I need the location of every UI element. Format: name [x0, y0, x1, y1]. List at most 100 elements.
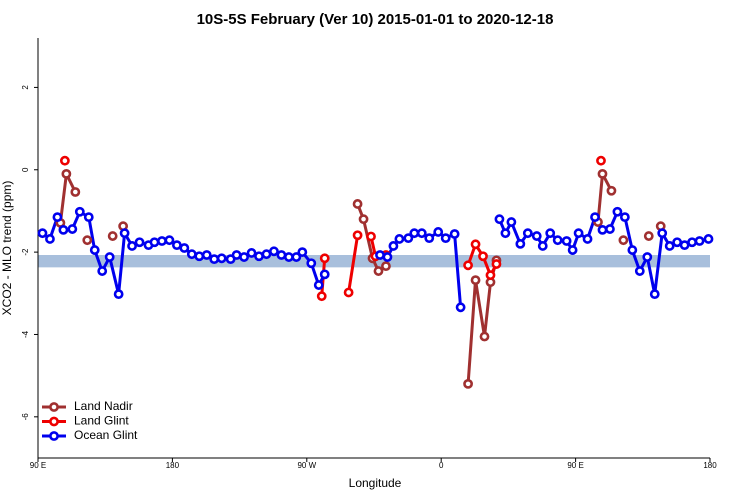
data-point	[618, 235, 629, 246]
data-point	[352, 230, 363, 241]
data-point	[567, 245, 578, 255]
x-tick-label: 90 E	[567, 461, 583, 470]
data-point	[239, 252, 249, 262]
legend-label: Land Glint	[74, 414, 129, 428]
data-point	[643, 231, 654, 241]
x-tick-label: 90 E	[30, 461, 46, 470]
x-tick-label: 90 W	[297, 461, 316, 470]
data-point	[373, 266, 384, 276]
data-point	[606, 185, 617, 196]
series-line	[322, 161, 601, 297]
data-point	[388, 241, 399, 251]
data-point	[694, 236, 705, 246]
data-point	[531, 231, 542, 241]
data-point	[416, 228, 427, 239]
data-point	[573, 228, 584, 239]
data-point	[449, 229, 460, 239]
data-point	[381, 261, 391, 272]
data-point	[89, 245, 100, 255]
data-point	[61, 168, 72, 179]
data-point	[506, 217, 517, 227]
data-point	[672, 237, 683, 248]
data-point	[440, 233, 451, 244]
x-tick-label: 0	[439, 461, 444, 470]
data-point	[409, 228, 420, 239]
y-axis-label: XCO2 - MLO trend (ppm)	[0, 181, 14, 316]
data-point	[470, 275, 481, 286]
data-point	[433, 227, 444, 237]
data-point	[37, 228, 48, 239]
data-point	[45, 234, 55, 244]
data-point	[316, 291, 327, 302]
legend-label: Land Nadir	[74, 399, 133, 413]
data-point	[194, 251, 205, 262]
data-point	[269, 246, 279, 257]
data-point	[649, 289, 660, 300]
data-point	[612, 206, 623, 217]
data-point	[500, 228, 511, 239]
data-point	[537, 241, 548, 251]
x-tick-label: 180	[166, 461, 180, 470]
data-point	[254, 251, 264, 262]
data-point	[149, 237, 160, 248]
data-point	[59, 155, 70, 166]
data-point	[491, 259, 502, 269]
legend-marker	[49, 402, 59, 412]
data-point	[382, 252, 393, 262]
x-axis-label: Longitude	[349, 476, 402, 490]
data-point	[522, 228, 533, 239]
data-point	[597, 168, 608, 179]
data-point	[552, 235, 563, 246]
data-point	[171, 240, 182, 251]
data-point	[67, 224, 78, 234]
data-point	[463, 378, 473, 389]
data-point	[605, 224, 615, 234]
data-point	[545, 228, 556, 239]
data-point	[313, 280, 324, 290]
data-point	[157, 236, 167, 246]
data-point	[455, 302, 466, 313]
data-point	[58, 224, 69, 235]
data-point	[703, 234, 714, 244]
data-point	[366, 231, 376, 242]
data-point	[246, 248, 257, 258]
data-point	[619, 212, 630, 223]
data-point	[319, 253, 330, 264]
data-point	[82, 235, 93, 246]
data-point	[478, 251, 488, 262]
data-point	[597, 224, 608, 235]
data-point	[113, 289, 124, 300]
y-tick-label: -4	[21, 330, 30, 338]
data-point	[634, 266, 645, 276]
legend-label: Ocean Glint	[74, 428, 138, 442]
data-point	[358, 214, 369, 225]
data-point	[97, 266, 108, 276]
data-point	[297, 247, 308, 258]
y-tick-label: 0	[21, 167, 30, 172]
data-point	[119, 228, 130, 239]
data-point	[209, 254, 220, 265]
data-point	[485, 270, 496, 281]
data-point	[83, 212, 94, 223]
data-point	[642, 252, 653, 262]
data-point	[70, 187, 81, 197]
data-point	[306, 258, 317, 269]
data-point	[231, 250, 242, 260]
data-point	[687, 237, 697, 248]
y-tick-label: -2	[21, 248, 30, 256]
chart-title: 10S-5S February (Ver 10) 2015-01-01 to 2…	[197, 11, 554, 28]
data-point	[463, 260, 473, 271]
data-point	[179, 243, 190, 253]
data-point	[127, 241, 137, 251]
data-point	[394, 234, 405, 244]
data-point	[561, 236, 572, 246]
data-point	[679, 240, 690, 251]
data-point	[291, 252, 302, 262]
data-point	[515, 238, 526, 249]
data-point	[261, 249, 272, 260]
data-point	[343, 287, 354, 298]
data-point	[216, 253, 227, 264]
x-tick-label: 180	[703, 461, 717, 470]
